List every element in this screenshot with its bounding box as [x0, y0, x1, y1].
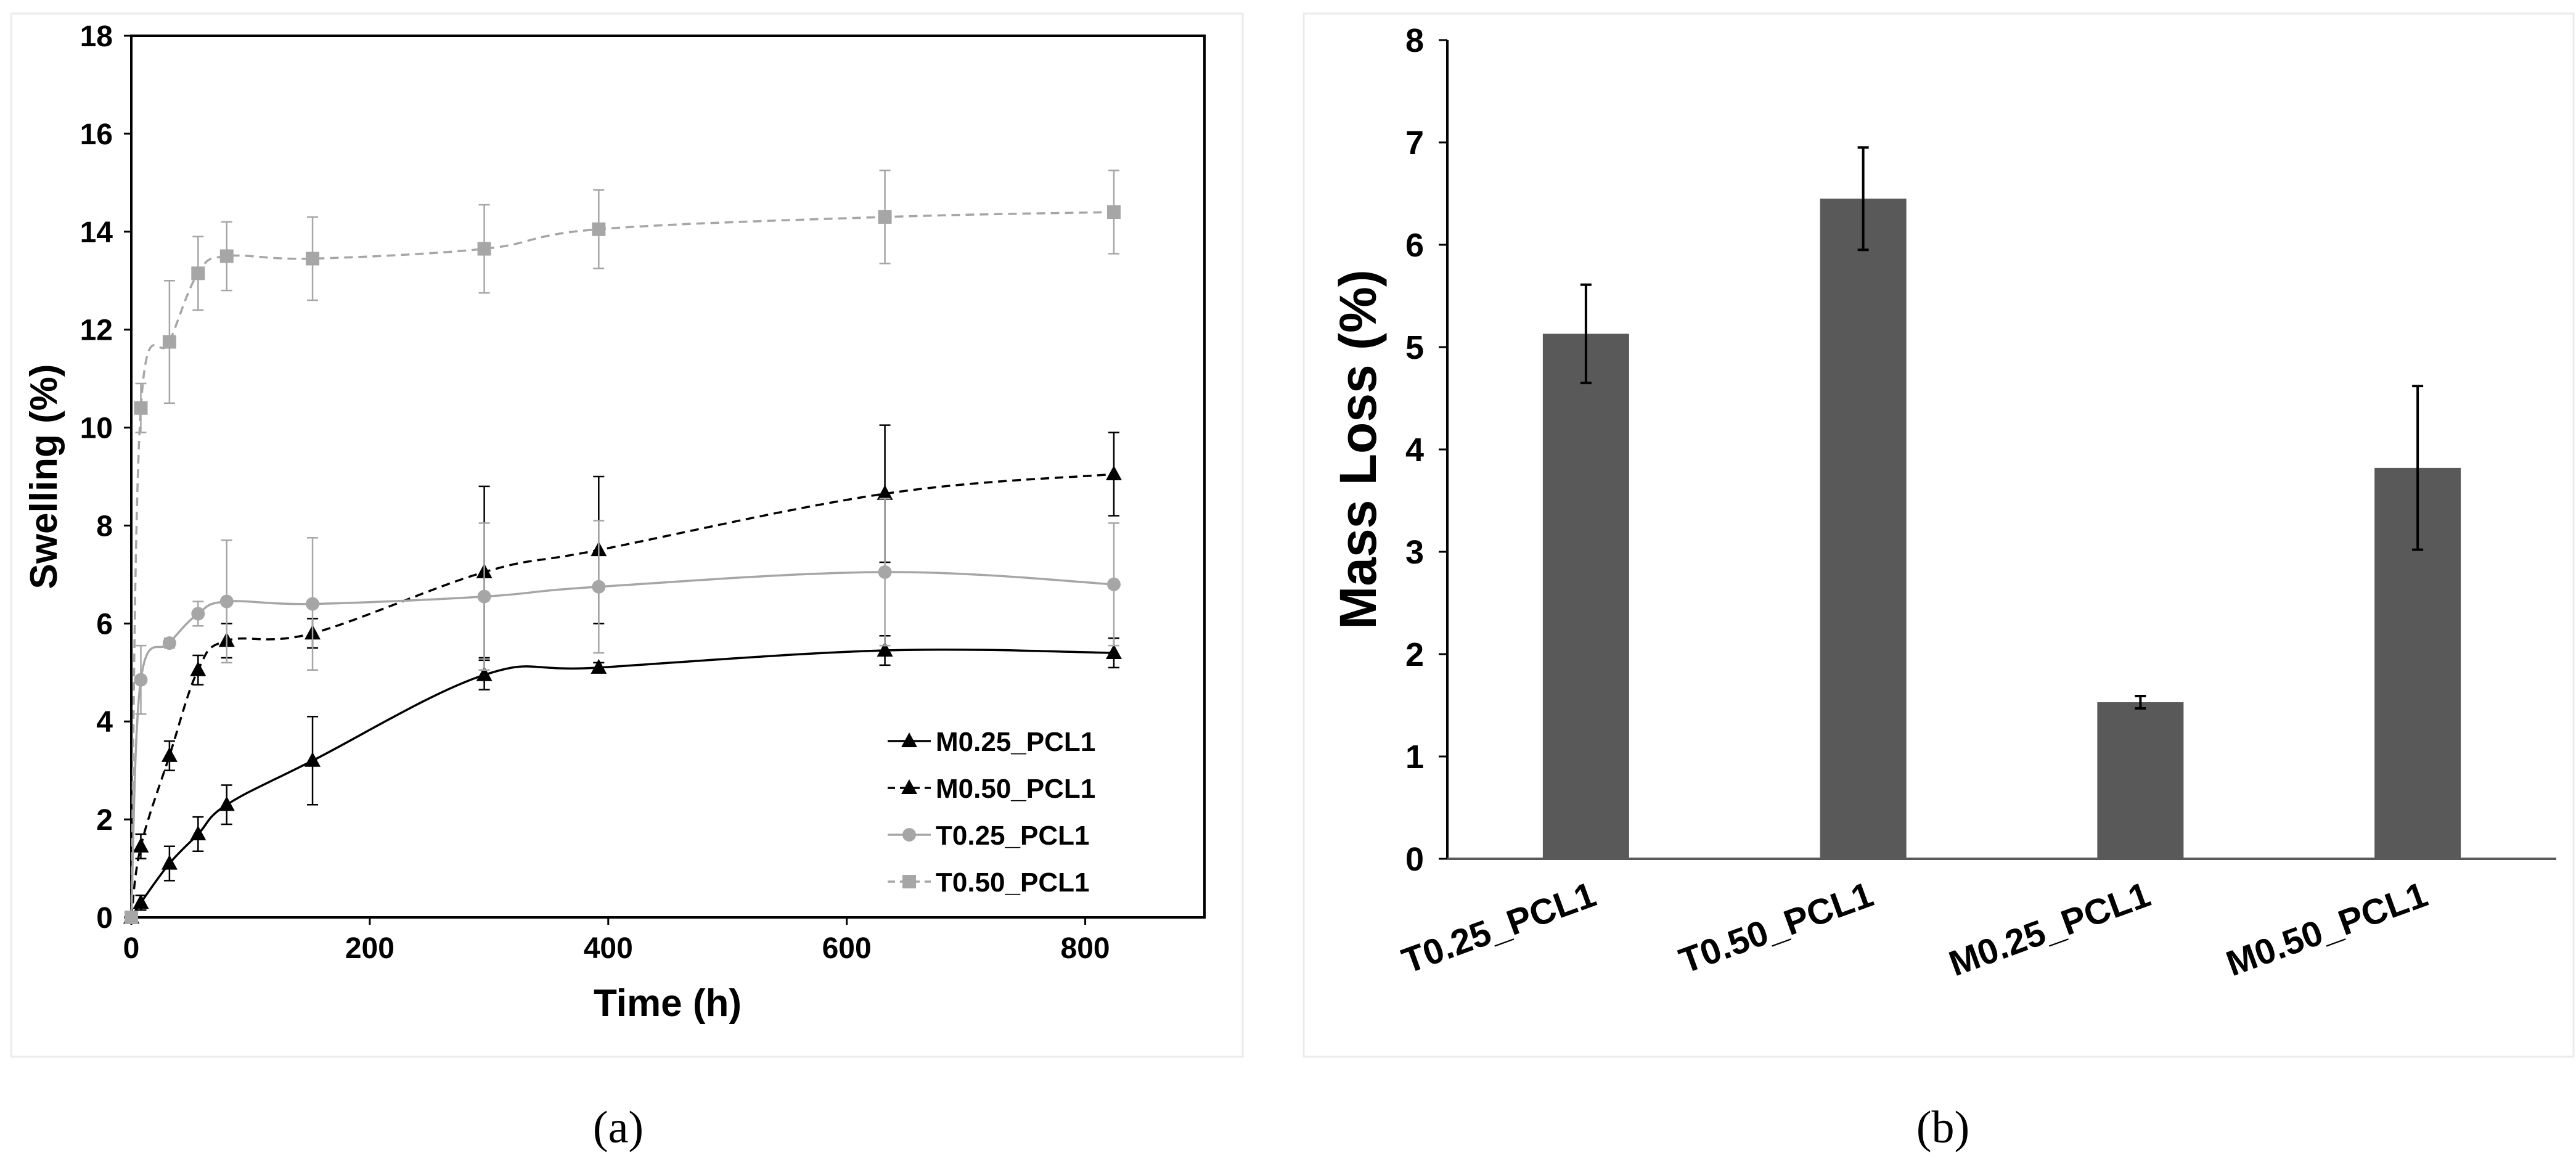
bar-m0-25-pcl1: [2097, 702, 2184, 859]
data-point: [1105, 465, 1122, 481]
data-point: [162, 335, 176, 349]
swelling-y-tick-label: 14: [80, 216, 113, 249]
data-point: [305, 752, 321, 767]
data-point: [477, 589, 491, 604]
swelling-y-axis-title: Swelling (%): [23, 364, 65, 589]
swelling-y-tick-label: 12: [80, 314, 113, 347]
data-point: [133, 837, 149, 853]
data-point: [219, 594, 234, 609]
swelling-x-tick-label: 400: [584, 932, 633, 965]
swelling-x-axis-title: Time (h): [594, 982, 742, 1025]
caption-b: (b): [1916, 1102, 1969, 1153]
data-point: [219, 249, 234, 263]
swelling-x-tick-label: 0: [123, 932, 140, 965]
swelling-legend: M0.25_PCL1 M0.50_PCL1 T0.25_PCL1 T0.50_PCL1: [888, 727, 1095, 898]
swelling-y-tick-label: 16: [80, 118, 113, 151]
legend-marker: [901, 732, 917, 747]
mass-loss-y-tick-label: 4: [1405, 432, 1424, 469]
data-point: [190, 661, 206, 676]
swelling-x-ticks: 0 200 400 600 800: [123, 917, 1110, 965]
swelling-y-tick-label: 0: [96, 902, 113, 935]
legend-label: M0.25_PCL1: [936, 727, 1095, 757]
data-point: [190, 825, 206, 840]
mass-loss-y-tick-label: 2: [1405, 636, 1424, 673]
mass-loss-y-tick-label: 6: [1405, 227, 1424, 264]
data-point: [476, 666, 493, 681]
data-point: [1105, 644, 1122, 659]
data-point: [878, 210, 892, 224]
bar-t0-25-pcl1: [1542, 334, 1629, 859]
data-point: [161, 747, 178, 762]
legend-label: T0.50_PCL1: [936, 867, 1089, 898]
caption-a: (a): [593, 1102, 644, 1153]
mass-loss-y-tick-label: 7: [1405, 125, 1424, 162]
data-point: [133, 894, 149, 909]
swelling-chart: 0 2 4 6 8 10 12 14 16 18 0 200 400 600 800 Time (h) S…: [23, 20, 1206, 1025]
swelling-plot-area: [130, 35, 1206, 919]
data-point: [592, 222, 606, 236]
data-point: [592, 580, 606, 594]
legend-label: T0.25_PCL1: [936, 821, 1089, 851]
data-point: [161, 854, 178, 870]
mass-loss-y-tick-label: 0: [1405, 841, 1424, 878]
series-t0-50-pcl1: [125, 170, 1121, 924]
data-point: [1106, 577, 1121, 591]
data-point: [306, 252, 320, 266]
legend-label: M0.50_PCL1: [936, 774, 1095, 804]
data-point: [162, 636, 176, 650]
data-point: [134, 673, 148, 687]
data-point: [306, 597, 320, 611]
series-line: [130, 571, 1114, 918]
swelling-y-tick-label: 18: [80, 20, 113, 53]
legend-marker: [901, 779, 917, 794]
data-point: [125, 911, 138, 924]
panel-b-frame: [1302, 12, 2575, 1058]
mass-loss-y-axis-title: Mass Loss (%): [1329, 269, 1387, 629]
swelling-y-tick-label: 8: [96, 510, 113, 543]
mass-loss-y-ticks: 0 1 2 3 4 5 6 7 8: [1405, 22, 1447, 878]
swelling-x-tick-label: 600: [822, 932, 872, 965]
mass-loss-y-tick-label: 5: [1405, 329, 1424, 366]
mass-loss-y-tick-label: 8: [1405, 22, 1424, 59]
series-line: [130, 648, 1114, 918]
data-point: [1106, 205, 1121, 219]
data-point: [218, 796, 235, 811]
legend-marker: [902, 828, 916, 842]
swelling-y-tick-label: 10: [80, 412, 113, 445]
data-point: [191, 607, 205, 621]
swelling-y-tick-label: 4: [96, 706, 113, 739]
series-m0-25-pcl1: [123, 634, 1122, 924]
swelling-y-tick-label: 2: [96, 804, 113, 837]
mass-loss-bars: [1542, 146, 2461, 859]
data-point: [591, 658, 607, 674]
data-point: [134, 401, 148, 415]
swelling-x-tick-label: 800: [1061, 932, 1110, 965]
mass-loss-y-tick-label: 1: [1405, 739, 1424, 776]
bar-t0-50-pcl1: [1820, 199, 1907, 859]
data-point: [877, 642, 893, 657]
swelling-series: [123, 170, 1122, 924]
mass-loss-y-tick-label: 3: [1405, 534, 1424, 571]
data-point: [191, 266, 205, 281]
legend-marker: [902, 875, 916, 888]
swelling-y-ticks: 0 2 4 6 8 10 12 14 16 18: [80, 20, 131, 935]
swelling-y-tick-label: 6: [96, 608, 113, 641]
series-line: [130, 473, 1114, 918]
swelling-x-tick-label: 200: [345, 932, 395, 965]
data-point: [878, 565, 892, 579]
data-point: [877, 485, 893, 500]
data-point: [477, 242, 491, 256]
